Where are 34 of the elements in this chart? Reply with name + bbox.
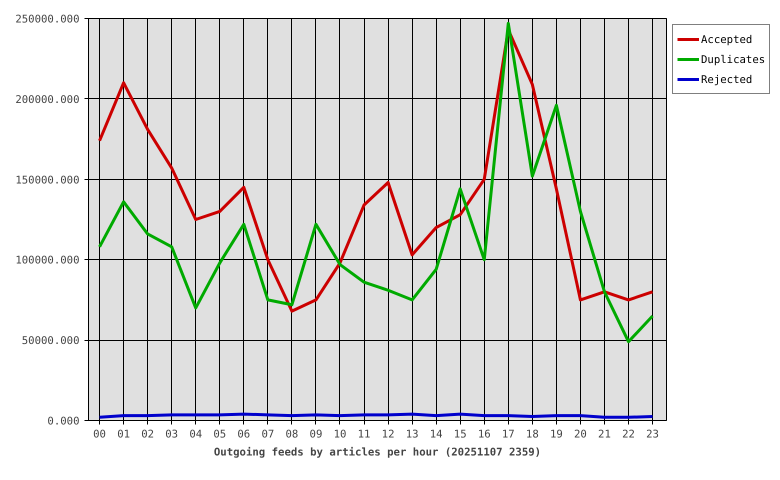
- legend-label: Rejected: [701, 72, 752, 86]
- x-tick-label: 02: [141, 428, 154, 440]
- x-tick-label: 05: [213, 428, 226, 440]
- y-tick-label: 250000.000: [15, 12, 80, 26]
- x-tick-label: 00: [93, 428, 106, 440]
- x-tick-label: 22: [622, 428, 635, 440]
- x-tick-label: 13: [406, 428, 419, 440]
- x-tick-label: 20: [574, 428, 587, 440]
- x-tick-label: 03: [165, 428, 178, 440]
- x-tick-label: 15: [454, 428, 467, 440]
- x-tick-label: 18: [526, 428, 539, 440]
- x-tick-label: 01: [117, 428, 130, 440]
- legend-label: Accepted: [701, 32, 752, 46]
- x-tick-label: 12: [382, 428, 395, 440]
- legend-label: Duplicates: [701, 52, 766, 66]
- x-tick-label: 19: [550, 428, 563, 440]
- x-tick-label: 17: [502, 428, 515, 440]
- y-tick-label: 50000.000: [22, 334, 80, 348]
- x-axis-title: Outgoing feeds by articles per hour (20251107 2359): [214, 446, 542, 458]
- y-tick-label: 150000.000: [15, 173, 80, 186]
- x-tick-label: 14: [430, 428, 443, 440]
- y-tick-label: 0.000: [47, 414, 80, 428]
- x-tick-label: 07: [261, 428, 274, 440]
- x-tick-label: 04: [189, 428, 202, 440]
- x-tick-label: 11: [358, 428, 370, 440]
- y-tick-label: 100000.000: [15, 254, 80, 267]
- x-tick-label: 16: [478, 428, 491, 440]
- y-tick-label: 200000.000: [15, 92, 80, 106]
- x-tick-label: 21: [598, 428, 611, 440]
- x-tick-label: 23: [646, 428, 659, 440]
- x-tick-label: 08: [285, 428, 298, 440]
- x-tick-label: 06: [237, 428, 250, 440]
- x-tick-label: 09: [310, 428, 322, 440]
- x-tick-label: 10: [334, 428, 346, 440]
